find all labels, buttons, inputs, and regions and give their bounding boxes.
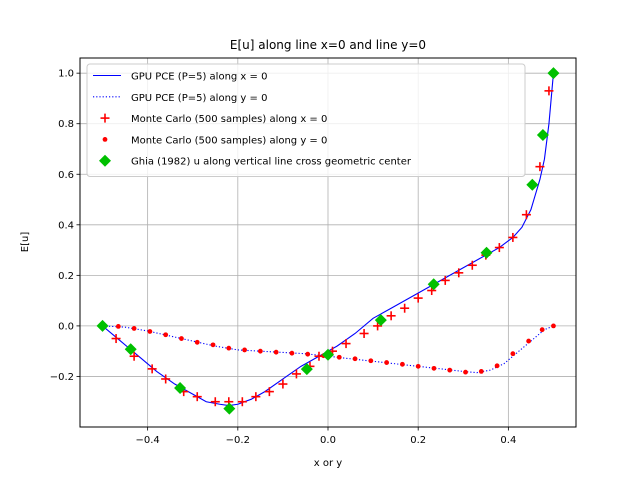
data-point-2 bbox=[192, 392, 202, 402]
data-point-2 bbox=[147, 364, 157, 374]
data-point-3 bbox=[336, 354, 342, 360]
legend-label-0: GPU PCE (P=5) along x = 0 bbox=[131, 72, 267, 83]
legend-label-2: Monte Carlo (500 samples) along x = 0 bbox=[131, 114, 327, 125]
data-point-2 bbox=[494, 243, 504, 253]
data-point-2 bbox=[454, 268, 464, 278]
data-point-2 bbox=[373, 321, 383, 331]
series-3 bbox=[100, 323, 556, 375]
data-point-2 bbox=[129, 351, 139, 361]
data-point-4 bbox=[300, 363, 313, 376]
series-4 bbox=[96, 67, 560, 415]
data-point-3 bbox=[384, 360, 390, 365]
data-point-2 bbox=[440, 275, 450, 285]
data-point-2 bbox=[237, 397, 247, 407]
data-point-2 bbox=[111, 334, 121, 344]
y-tick-label: −0.2 bbox=[50, 372, 74, 383]
data-point-3 bbox=[226, 345, 232, 351]
legend-handle-2 bbox=[100, 113, 110, 123]
data-point-3 bbox=[179, 336, 184, 341]
y-axis-label: E[u] bbox=[20, 232, 31, 253]
data-point-3 bbox=[431, 365, 437, 371]
data-point-3 bbox=[352, 356, 358, 362]
data-point-3 bbox=[526, 338, 532, 344]
data-point-3 bbox=[242, 347, 247, 353]
data-point-4 bbox=[480, 246, 493, 259]
data-point-4 bbox=[427, 278, 440, 291]
data-point-4 bbox=[96, 319, 109, 332]
data-point-3 bbox=[305, 351, 311, 357]
x-axis-label: x or y bbox=[314, 458, 343, 469]
data-point-4 bbox=[374, 314, 387, 327]
data-point-4 bbox=[526, 178, 539, 191]
data-point-4 bbox=[536, 129, 549, 142]
series-layer bbox=[96, 67, 560, 415]
chart-title: E[u] along line x=0 and line y=0 bbox=[230, 38, 426, 52]
data-point-2 bbox=[291, 369, 301, 379]
data-point-3 bbox=[368, 358, 374, 364]
legend-handle-3 bbox=[102, 137, 108, 142]
data-point-2 bbox=[210, 397, 220, 407]
data-point-2 bbox=[251, 392, 261, 402]
legend-label-1: GPU PCE (P=5) along y = 0 bbox=[131, 93, 267, 104]
x-tick-label: 0.4 bbox=[500, 435, 516, 446]
data-point-2 bbox=[413, 293, 423, 303]
data-point-3 bbox=[210, 342, 216, 348]
data-point-2 bbox=[359, 328, 369, 338]
data-point-2 bbox=[400, 303, 410, 313]
data-point-2 bbox=[544, 86, 554, 96]
data-point-3 bbox=[257, 348, 263, 354]
y-tick-label: 0.2 bbox=[58, 271, 74, 282]
y-tick-label: 1.0 bbox=[58, 69, 74, 80]
x-tick-label: −0.4 bbox=[135, 435, 159, 446]
y-tick-label: 0.8 bbox=[58, 119, 74, 130]
legend-label-4: Ghia (1982) u along vertical line cross … bbox=[131, 157, 412, 168]
data-point-2 bbox=[386, 311, 396, 321]
y-tick-label: 0.6 bbox=[58, 170, 74, 181]
data-point-3 bbox=[539, 327, 545, 333]
data-point-2 bbox=[508, 232, 518, 242]
data-point-3 bbox=[115, 324, 121, 329]
data-point-3 bbox=[400, 361, 405, 367]
y-tick-label: 0.0 bbox=[58, 321, 74, 332]
data-point-3 bbox=[551, 323, 556, 329]
y-tick-label: 0.4 bbox=[58, 220, 74, 231]
x-tick-label: 0.2 bbox=[410, 435, 426, 446]
data-point-4 bbox=[547, 67, 560, 80]
data-point-3 bbox=[415, 363, 421, 369]
data-point-3 bbox=[131, 326, 137, 331]
ticks: −0.4 −0.2 0.0 0.2 0.4 −0.2 0.0 0.2 0.4 0.6 0.8 1.0 bbox=[50, 69, 517, 446]
data-point-2 bbox=[341, 339, 351, 349]
data-point-3 bbox=[447, 367, 453, 373]
data-point-3 bbox=[494, 363, 500, 369]
data-point-4 bbox=[174, 382, 187, 395]
data-point-3 bbox=[289, 350, 295, 356]
data-point-3 bbox=[147, 329, 153, 334]
data-point-3 bbox=[273, 349, 279, 355]
x-tick-label: 0.0 bbox=[320, 435, 336, 446]
x-tick-label: −0.2 bbox=[226, 435, 250, 446]
data-point-4 bbox=[322, 348, 334, 361]
legend-handle-4 bbox=[99, 154, 111, 167]
data-point-2 bbox=[467, 260, 477, 270]
legend-label-3: Monte Carlo (500 samples) along y = 0 bbox=[131, 135, 327, 146]
data-point-3 bbox=[463, 369, 468, 375]
data-point-2 bbox=[264, 387, 274, 397]
data-point-2 bbox=[535, 162, 545, 172]
legend: GPU PCE (P=5) along x = 0 GPU PCE (P=5) a… bbox=[86, 63, 526, 177]
legend-box bbox=[86, 63, 526, 177]
data-point-4 bbox=[223, 402, 236, 415]
data-point-4 bbox=[124, 343, 137, 356]
data-point-3 bbox=[510, 351, 516, 357]
data-point-2 bbox=[278, 379, 288, 389]
data-point-3 bbox=[194, 339, 200, 345]
data-point-2 bbox=[161, 374, 171, 384]
data-point-3 bbox=[478, 368, 484, 374]
data-point-2 bbox=[521, 210, 531, 220]
data-point-3 bbox=[163, 332, 169, 338]
